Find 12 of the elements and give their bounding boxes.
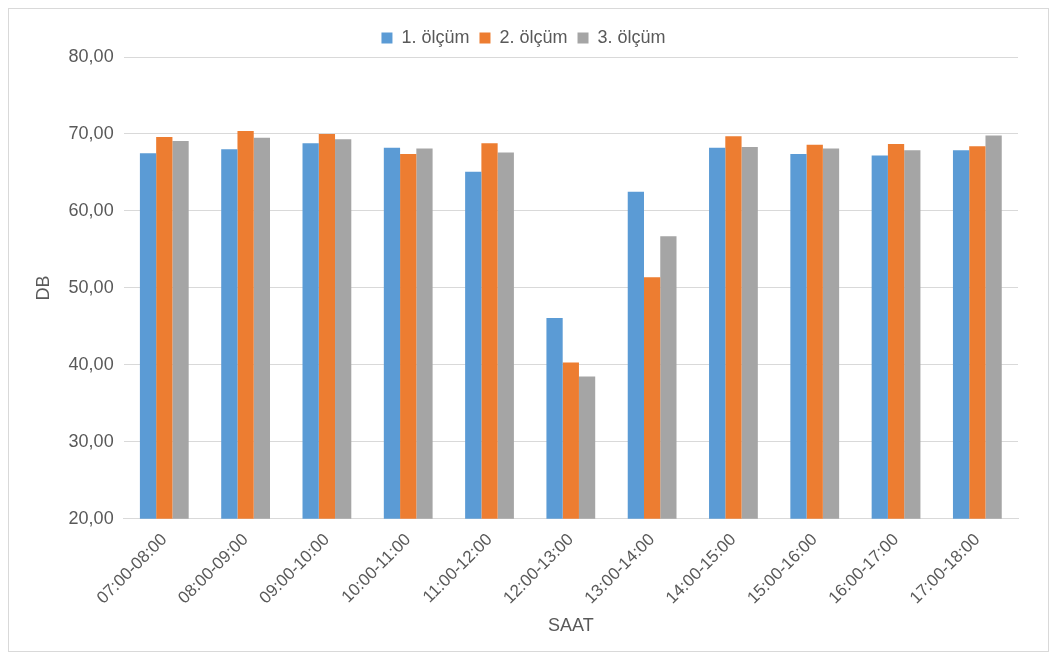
legend-label: 3. ölçüm	[597, 26, 666, 47]
y-tick-label: 70,00	[68, 122, 114, 143]
y-tick-label: 40,00	[68, 353, 114, 374]
y-tick-label: 20,00	[68, 507, 114, 528]
legend-label: 2. ölçüm	[499, 26, 568, 47]
y-tick-label: 60,00	[68, 199, 114, 220]
y-tick-label: 50,00	[68, 276, 114, 297]
y-tick-label: 80,00	[68, 45, 114, 66]
legend-label: 1. ölçüm	[401, 26, 470, 47]
y-tick-label: 30,00	[68, 430, 114, 451]
x-axis-title: SAAT	[547, 615, 594, 636]
y-axis-title: DB	[32, 275, 53, 301]
